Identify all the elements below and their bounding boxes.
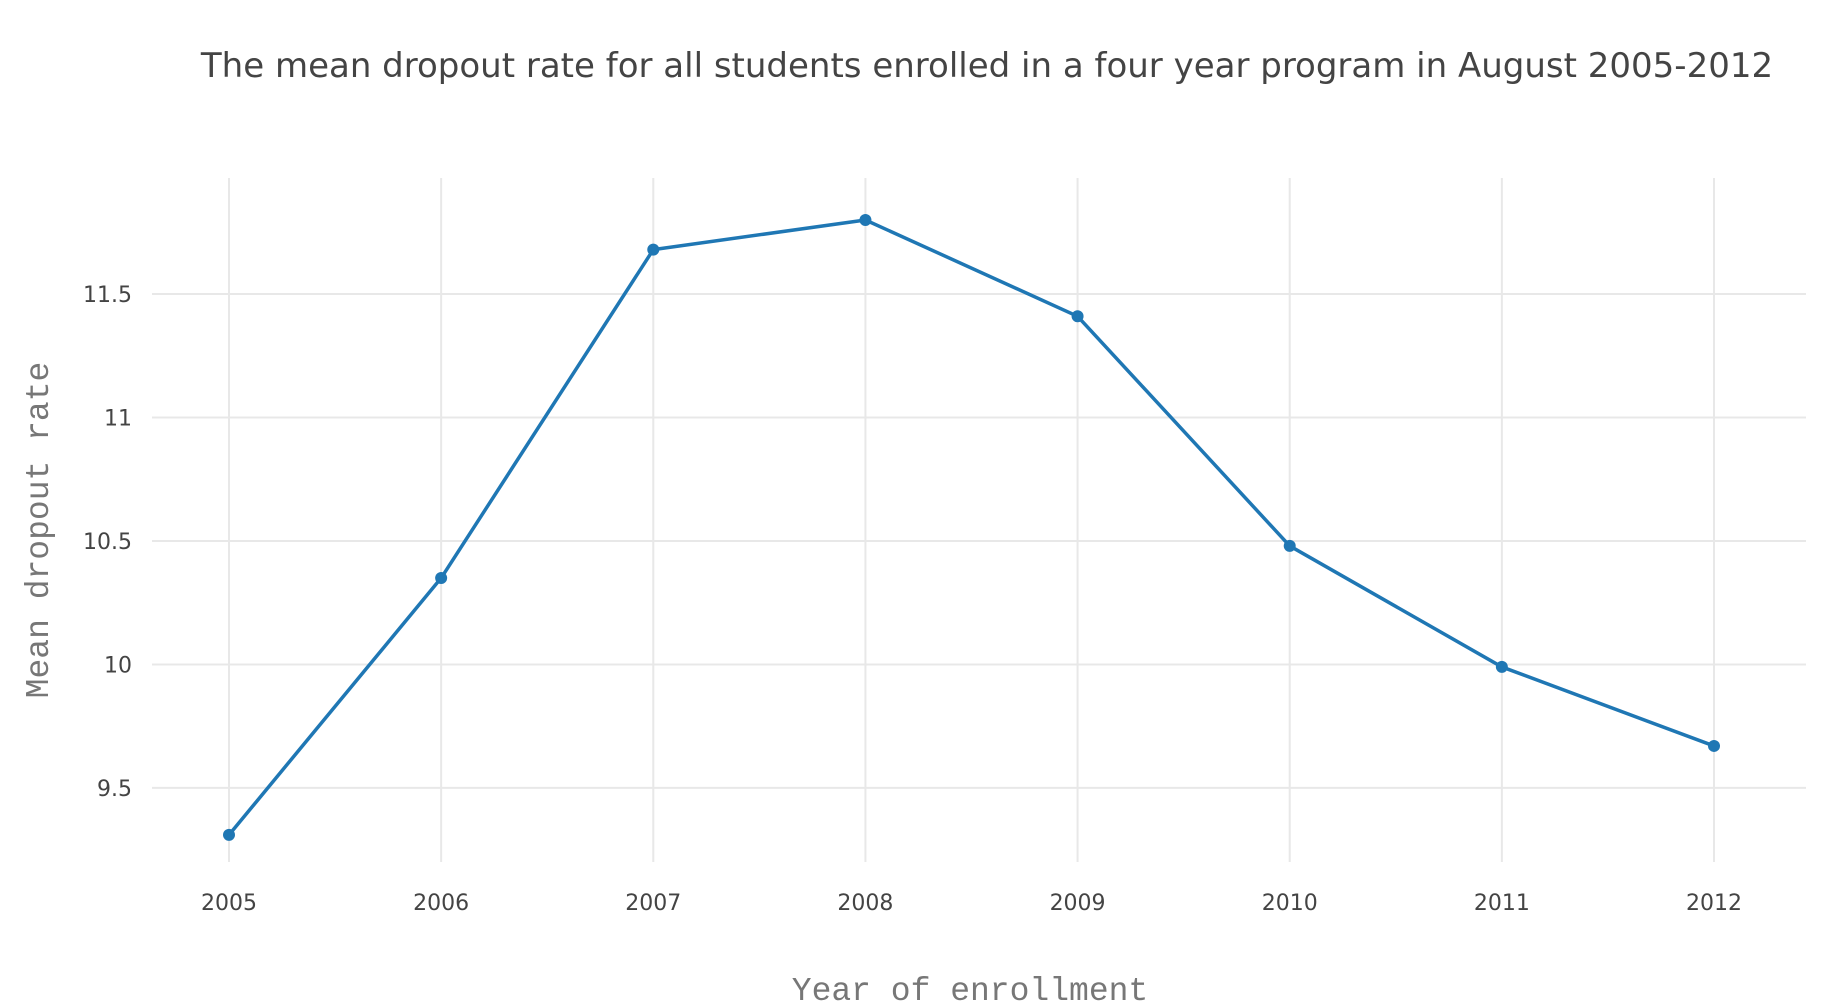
x-tick-label: 2005 [201,891,257,916]
x-tick-label: 2007 [625,891,681,916]
grid-lines [152,178,1806,862]
x-tick-label: 2010 [1262,891,1318,916]
data-point [1283,539,1296,552]
x-tick-label: 2008 [837,891,893,916]
chart-title: The mean dropout rate for all students e… [200,46,1773,86]
data-point [1708,739,1720,752]
y-tick-label: 9.5 [97,777,132,802]
data-point [859,213,872,226]
data-point [223,828,235,841]
data-point [435,572,448,585]
axis-tick-labels: 2005 2006 2007 2008 2009 2010 2011 2012 9.5 10 10.… [83,283,1742,916]
x-tick-label: 2011 [1474,891,1530,916]
y-tick-label: 11.5 [83,283,132,308]
y-tick-label: 10 [104,653,132,678]
y-axis-title: Mean dropout rate [21,362,58,699]
data-point [1495,660,1508,673]
y-tick-label: 11 [104,407,132,432]
x-tick-label: 2009 [1050,891,1106,916]
x-axis-title: Year of enrollment [792,973,1148,1006]
x-tick-label: 2012 [1686,891,1742,916]
series-line [227,218,1715,836]
series-layer [223,213,1720,841]
data-point [647,243,660,256]
x-tick-label: 2006 [413,891,469,916]
data-point [1071,310,1084,323]
y-tick-label: 10.5 [83,530,132,555]
